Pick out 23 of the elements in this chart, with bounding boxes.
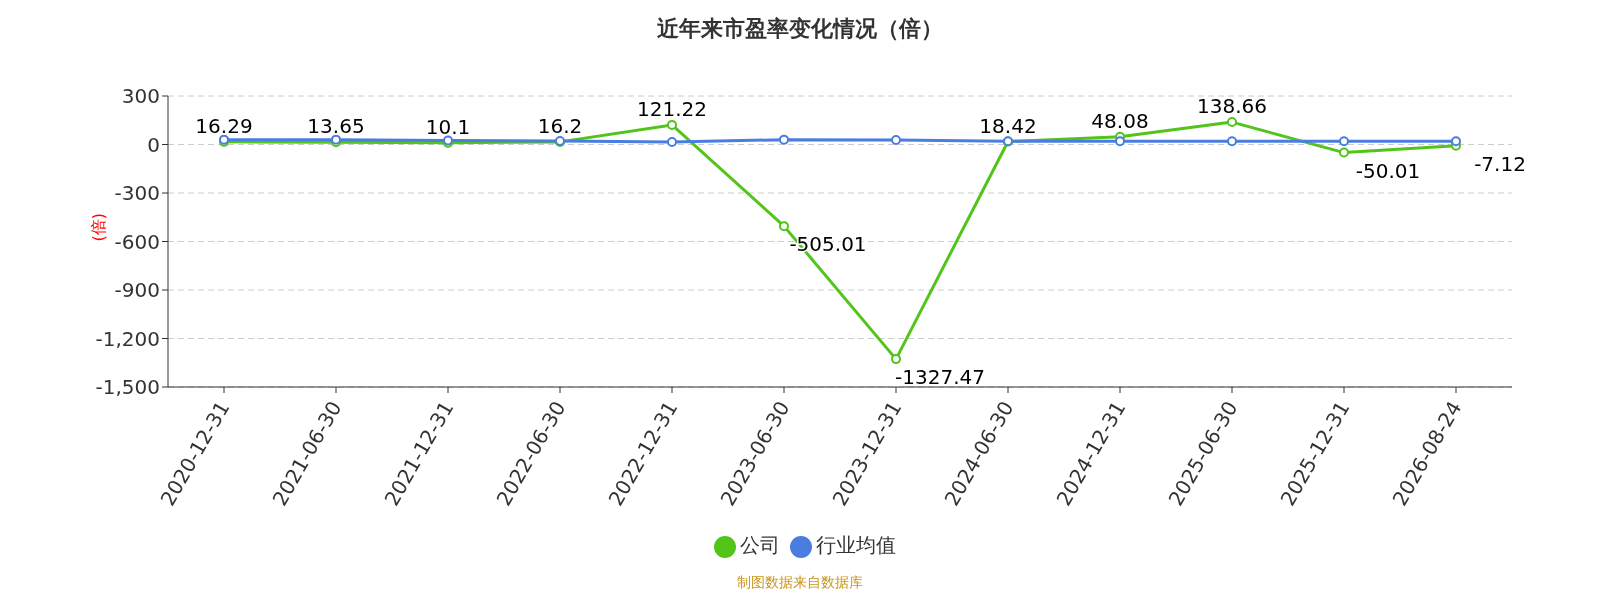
data-label: 13.65	[307, 114, 365, 139]
chart-title: 近年来市盈率变化情况（倍）	[656, 15, 944, 43]
data-label: -7.12	[1474, 151, 1526, 176]
data-label: 138.66	[1197, 94, 1267, 119]
y-tick-label: -600	[114, 229, 160, 254]
y-axis-title: (倍)	[88, 213, 108, 242]
data-label: 48.08	[1091, 108, 1149, 133]
data-label: -50.01	[1355, 158, 1421, 183]
data-label: 10.1	[425, 114, 471, 139]
y-tick-label: -1,500	[95, 375, 160, 400]
data-label: -1327.47	[895, 365, 985, 390]
y-tick-label: -900	[114, 278, 160, 303]
data-label: 16.2	[537, 113, 583, 138]
y-tick-label: 0	[147, 132, 160, 157]
data-label: 18.42	[979, 113, 1037, 138]
y-tick-label: -300	[114, 181, 160, 206]
data-label: 16.29	[195, 113, 253, 138]
data-label: 121.22	[637, 96, 707, 121]
legend-label: 行业均值	[816, 533, 896, 557]
text: 制图数据来自数据库	[736, 574, 864, 592]
legend-label: 公司	[740, 533, 780, 557]
y-tick-label: 300	[121, 84, 160, 109]
y-tick-label: -1,200	[95, 326, 160, 351]
